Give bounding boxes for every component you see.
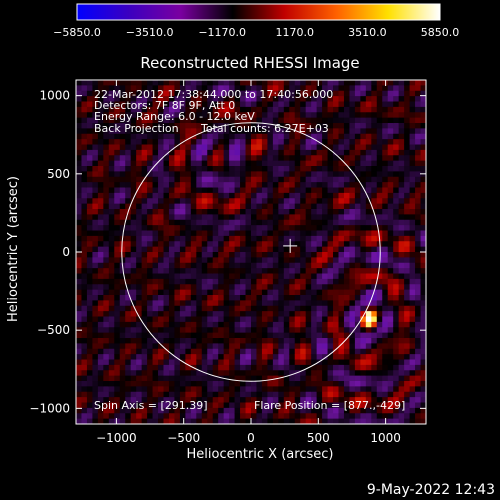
colorbar-tick-label: −3510.0 — [126, 26, 174, 39]
info-annotations: 22-Mar-2012 17:38:44.000 to 17:40:56.000… — [94, 88, 405, 412]
colorbar-tick-label: −5850.0 — [53, 26, 101, 39]
flare-position-label: Flare Position = [877.,-429] — [254, 399, 405, 412]
x-tick-label: 1000 — [370, 431, 401, 445]
heatmap-image — [76, 80, 426, 424]
annotation-total-counts: Total counts: 6.27E+03 — [200, 122, 329, 135]
x-tick-label: −500 — [167, 431, 200, 445]
x-axis-ticks: −1000 −500 0 500 1000 — [96, 80, 401, 445]
annotation-energy-range: Energy Range: 6.0 - 12.0 keV — [94, 110, 255, 123]
plot-area: −1000 −500 0 500 1000 1000 500 0 −500 −1000 — [29, 79, 427, 445]
y-tick-label: −1000 — [29, 401, 70, 415]
y-tick-label: −500 — [37, 323, 70, 337]
chart-title: Reconstructed RHESSI Image — [140, 54, 359, 72]
annotation-method: Back Projection — [94, 122, 179, 135]
colorbar-ticks: −5850.0 −3510.0 −1170.0 1170.0 3510.0 5850.0 — [53, 26, 459, 39]
annotation-time-range: 22-Mar-2012 17:38:44.000 to 17:40:56.000 — [94, 88, 333, 101]
colorbar-tick-label: −1170.0 — [198, 26, 246, 39]
y-tick-label: 0 — [62, 245, 70, 259]
colorbar: −5850.0 −3510.0 −1170.0 1170.0 3510.0 5850.0 — [53, 3, 459, 39]
x-tick-label: −1000 — [96, 431, 137, 445]
y-axis-ticks: 1000 500 0 −500 −1000 — [29, 89, 426, 415]
spin-axis-marker — [283, 238, 298, 253]
x-axis-label: Heliocentric X (arcsec) — [187, 447, 334, 462]
solar-limb-circle — [121, 122, 381, 382]
y-tick-label: 1000 — [39, 89, 70, 103]
annotation-detectors: Detectors: 7F 8F 9F, Att 0 — [94, 99, 235, 112]
y-axis-label: Heliocentric Y (arcsec) — [6, 176, 21, 322]
colorbar-tick-label: 3510.0 — [348, 26, 387, 39]
timestamp-label: 9-May-2022 12:43 — [367, 482, 495, 498]
colorbar-gradient — [76, 3, 441, 21]
colorbar-tick-label: 5850.0 — [421, 26, 460, 39]
y-tick-label: 500 — [47, 167, 70, 181]
x-tick-label: 500 — [307, 431, 330, 445]
colorbar-tick-label: 1170.0 — [276, 26, 315, 39]
spin-axis-label: Spin Axis = [291.39] — [94, 399, 208, 412]
x-tick-label: 0 — [247, 431, 255, 445]
